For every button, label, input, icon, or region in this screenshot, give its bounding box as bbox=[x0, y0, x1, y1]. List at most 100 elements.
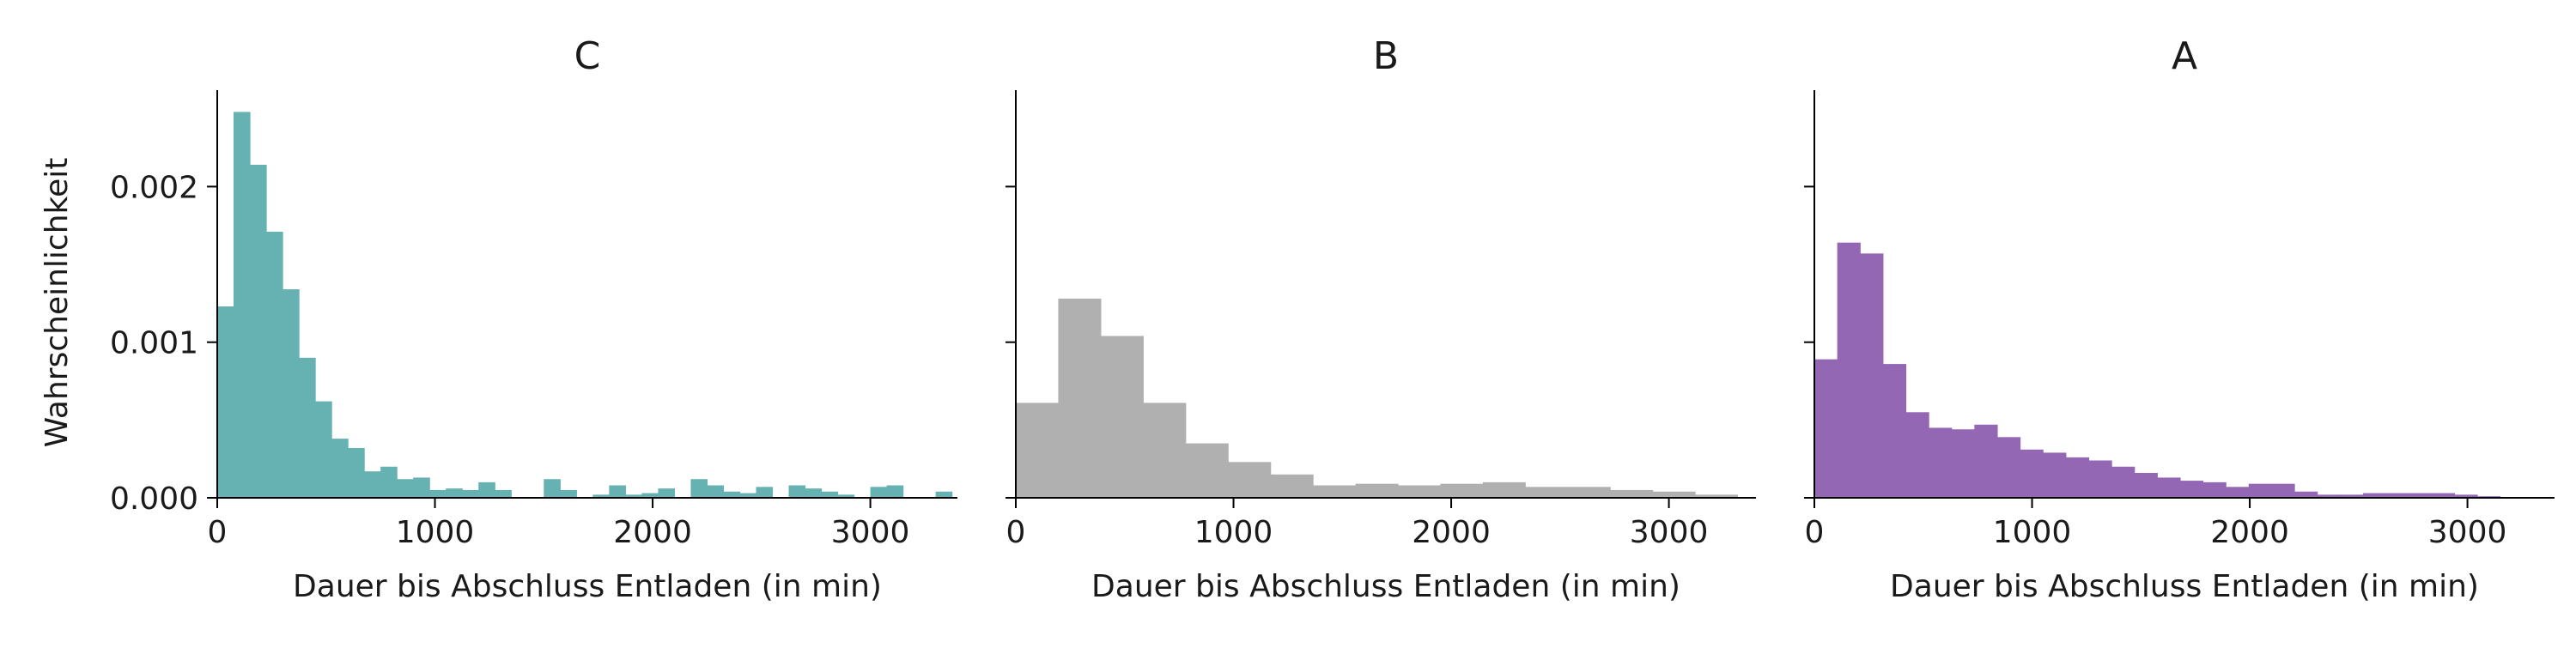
histogram-bar bbox=[1525, 487, 1569, 498]
histogram-bar bbox=[1695, 494, 1739, 498]
histogram-panel-0: 0 1000 2000 3000 0.000 0.001 0.002 C Dauer bis A… bbox=[39, 34, 957, 604]
histogram-bar bbox=[1882, 364, 1907, 498]
x-tick-label: 1000 bbox=[1194, 515, 1273, 550]
histogram-bar bbox=[2248, 483, 2273, 498]
histogram-bar bbox=[2157, 477, 2181, 498]
histogram-bar bbox=[2111, 466, 2136, 498]
histogram-bar bbox=[1228, 462, 1272, 498]
histogram-bar bbox=[2385, 493, 2409, 498]
histogram-bar bbox=[723, 491, 741, 498]
histogram-bar bbox=[250, 165, 267, 498]
x-tick-label: 1000 bbox=[396, 515, 475, 550]
histogram-bar bbox=[2226, 487, 2250, 498]
histogram-bar bbox=[315, 401, 332, 498]
histogram-bar bbox=[1016, 403, 1060, 498]
x-tick-label: 3000 bbox=[831, 515, 910, 550]
histogram-bar bbox=[1397, 485, 1441, 498]
histogram-bar bbox=[2317, 494, 2341, 498]
x-axis-label: Dauer bis Abschluss Entladen (in min) bbox=[1890, 569, 2479, 604]
histogram-bar bbox=[1270, 474, 1314, 498]
histogram-bar bbox=[1058, 298, 1102, 498]
x-axis-label: Dauer bis Abschluss Entladen (in min) bbox=[293, 569, 882, 604]
histogram-bar bbox=[1313, 485, 1357, 498]
x-tick-label: 2000 bbox=[2210, 515, 2289, 550]
y-tick-label: 0.001 bbox=[110, 326, 198, 361]
histogram-bar bbox=[380, 466, 398, 498]
histogram-bar bbox=[1814, 359, 1838, 498]
y-axis-label: Wahrscheinlichkeit bbox=[39, 158, 75, 448]
histogram-bar bbox=[1837, 242, 1861, 498]
histogram-bar bbox=[935, 491, 953, 498]
histogram-bar bbox=[217, 306, 234, 498]
histogram-bar bbox=[495, 489, 512, 498]
histogram-bar bbox=[609, 485, 626, 498]
histogram-bar bbox=[870, 487, 888, 498]
histogram-bar bbox=[1951, 429, 1975, 498]
y-tick-label: 0.000 bbox=[110, 481, 198, 517]
histogram-bar bbox=[462, 489, 479, 498]
histogram-bar bbox=[2362, 493, 2387, 498]
histogram-bar bbox=[2409, 493, 2433, 498]
histogram-bar bbox=[560, 489, 577, 498]
histogram-bar bbox=[2020, 449, 2044, 498]
histogram-bar bbox=[1929, 427, 1953, 498]
histogram-bar bbox=[348, 447, 365, 498]
histogram-bar bbox=[805, 488, 823, 498]
histogram-bar bbox=[756, 487, 774, 498]
histogram-bar bbox=[2294, 491, 2318, 498]
histogram-bar bbox=[2065, 457, 2090, 498]
histogram-bar bbox=[1860, 253, 1884, 498]
histogram-bar bbox=[2179, 481, 2204, 498]
chart-title: B bbox=[1373, 34, 1399, 78]
x-tick-label: 0 bbox=[1805, 515, 1825, 550]
y-tick-label: 0.002 bbox=[110, 170, 198, 205]
histogram-bar bbox=[1567, 487, 1611, 498]
chart-title: A bbox=[2172, 34, 2197, 78]
histogram-bar bbox=[429, 489, 447, 498]
histogram-bar bbox=[413, 477, 430, 498]
histogram-bar bbox=[283, 289, 300, 498]
histogram-panel-2: 0 1000 2000 3000 A Dauer bis Abschluss Entlad… bbox=[1804, 34, 2555, 604]
histogram-bar bbox=[821, 491, 839, 498]
histogram-bar bbox=[658, 488, 676, 498]
histogram-bar bbox=[2340, 494, 2364, 498]
histogram-bar bbox=[1652, 491, 1696, 498]
x-tick-label: 3000 bbox=[2428, 515, 2507, 550]
x-tick-label: 0 bbox=[208, 515, 228, 550]
x-tick-label: 2000 bbox=[613, 515, 692, 550]
histogram-bar bbox=[2043, 452, 2067, 498]
histogram-bar bbox=[1482, 481, 1526, 498]
histogram-bar bbox=[2134, 472, 2158, 498]
histogram-bar bbox=[592, 494, 610, 498]
histogram-bar bbox=[446, 488, 463, 498]
histogram-bar bbox=[837, 494, 855, 498]
histogram-bar bbox=[886, 485, 904, 498]
x-tick-label: 1000 bbox=[1993, 515, 2072, 550]
histogram-bar bbox=[234, 112, 251, 498]
histogram-bar bbox=[707, 485, 725, 498]
histogram-bar bbox=[690, 479, 708, 498]
histogram-bar bbox=[2271, 483, 2295, 498]
histogram-bar bbox=[1440, 483, 1484, 498]
x-axis-label: Dauer bis Abschluss Entladen (in min) bbox=[1091, 569, 1680, 604]
histogram-bar bbox=[1100, 336, 1144, 498]
histogram-bar bbox=[266, 231, 283, 498]
histogram-bar bbox=[788, 485, 806, 498]
histogram-bar bbox=[544, 479, 561, 498]
histogram-bar bbox=[2454, 494, 2478, 498]
histogram-bar bbox=[2088, 460, 2112, 498]
histogram-bar bbox=[1185, 443, 1229, 498]
histogram-bar bbox=[478, 481, 495, 498]
histogram-bar bbox=[1974, 424, 1998, 498]
histogram-bar bbox=[2202, 481, 2227, 498]
histogram-bar bbox=[331, 439, 349, 498]
chart-title: C bbox=[574, 34, 601, 78]
histogram-bar bbox=[1143, 403, 1187, 498]
histogram-bar bbox=[364, 471, 381, 498]
x-tick-label: 0 bbox=[1006, 515, 1026, 550]
histogram-bar bbox=[1355, 483, 1399, 498]
histogram-panel-1: 0 1000 2000 3000 B Dauer bis Abschluss Entlad… bbox=[1005, 34, 1756, 604]
x-tick-label: 2000 bbox=[1412, 515, 1491, 550]
